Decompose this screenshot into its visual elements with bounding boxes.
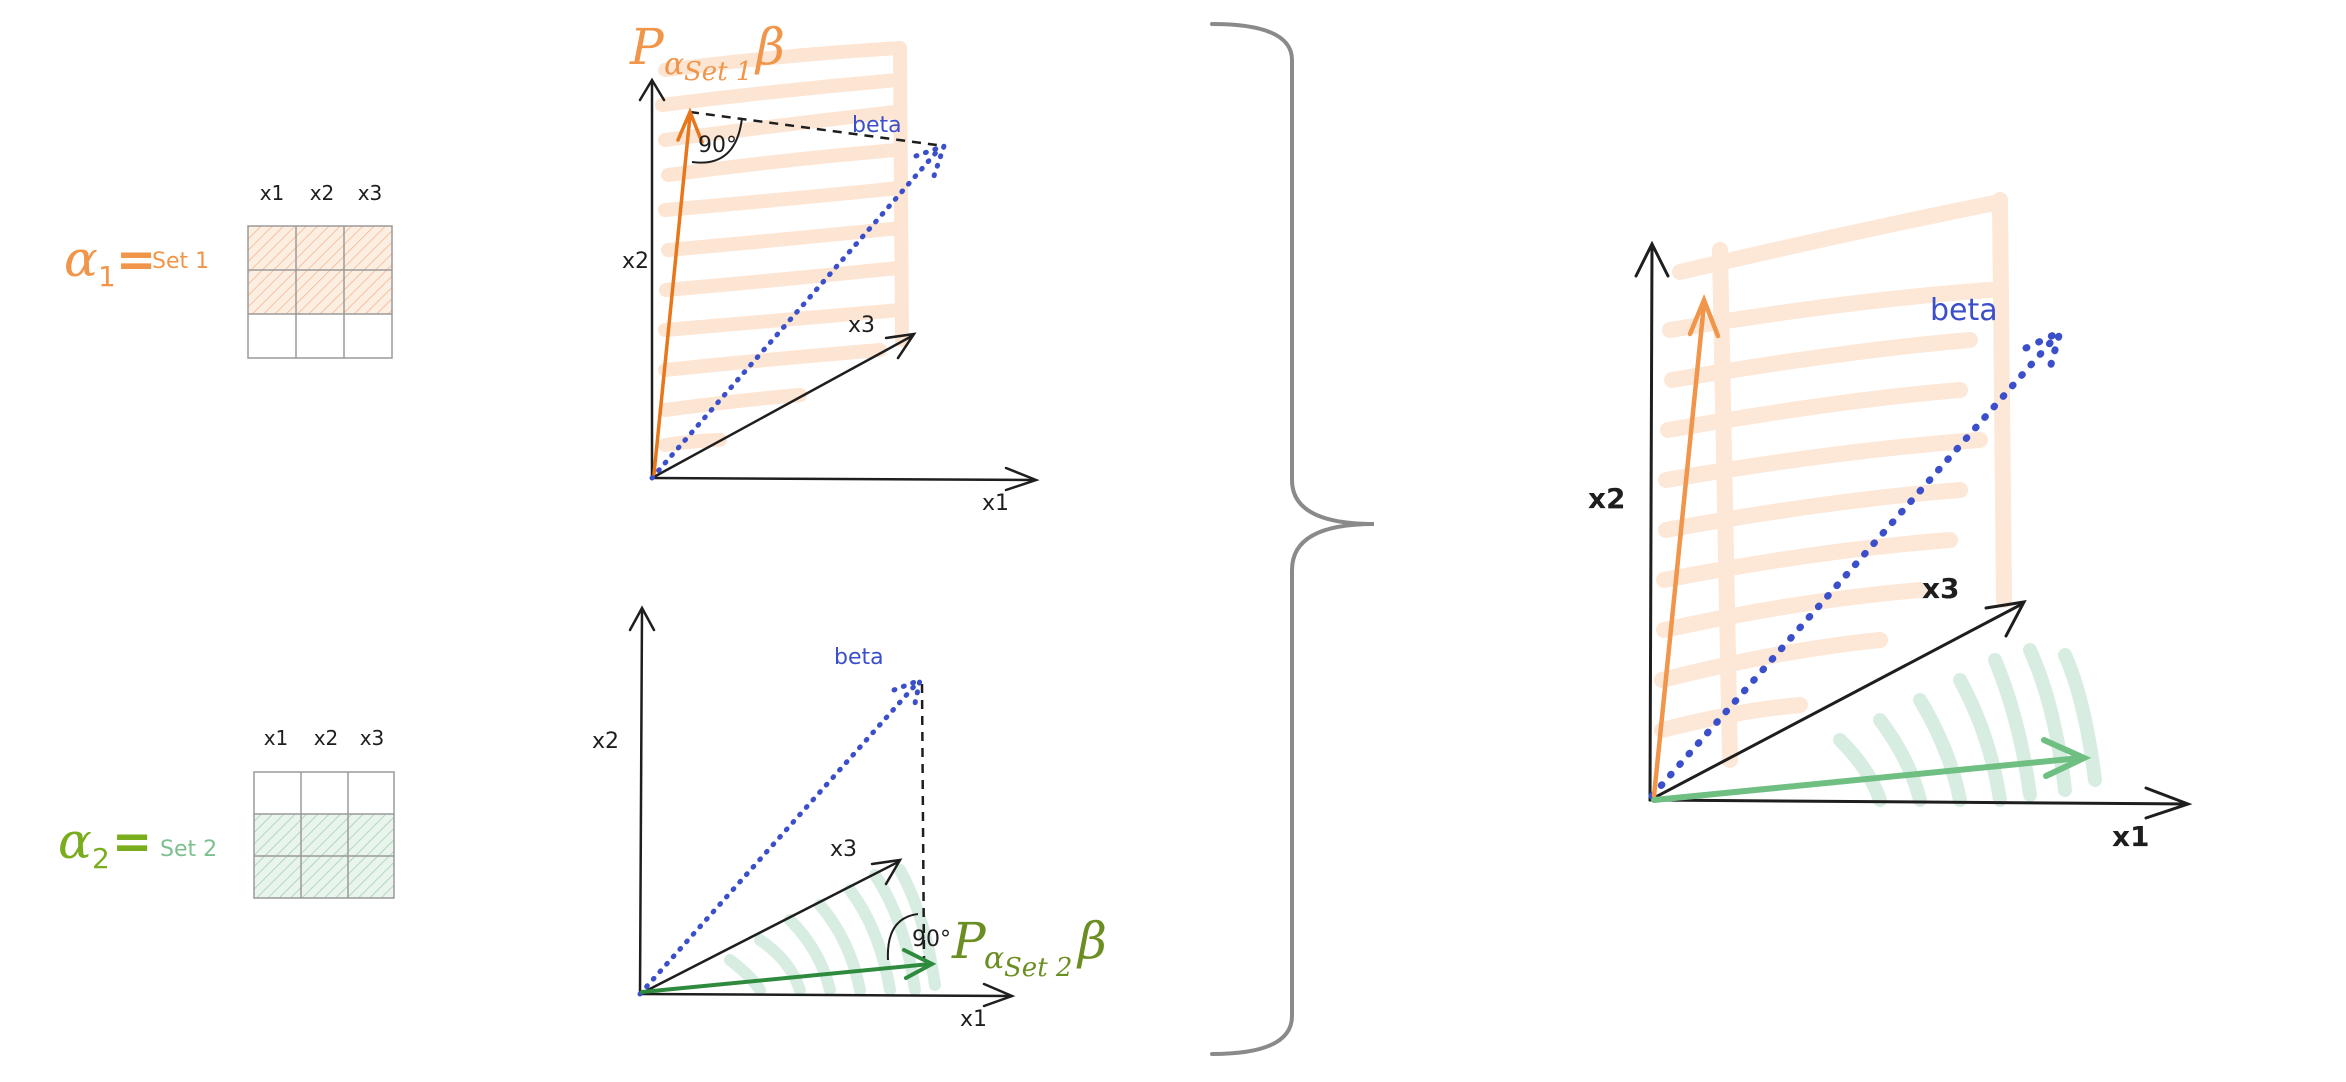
right-axis-x2-arrowhead <box>1634 240 1670 278</box>
right-projection-set1-vector <box>1651 301 1707 799</box>
right-beta-vector <box>1648 330 2062 800</box>
top-axis-x3-label: x3 <box>848 313 875 338</box>
top-beta-label: beta <box>852 113 902 138</box>
alpha1-set-label: Set 1 <box>152 249 209 274</box>
right-axis-x1-arrowhead <box>2144 786 2193 820</box>
right-projection-set2-arrowhead <box>2041 737 2092 779</box>
bottom-projection-vector <box>640 962 932 994</box>
top-axis-x1-arrowhead <box>1004 466 1040 492</box>
top-axis-x2-arrowhead <box>638 77 666 102</box>
top-angle-label: 90° <box>698 133 737 158</box>
top-plot: x2 x1 x3 beta 90° P α Set 1 β <box>622 18 1040 516</box>
right-axis-x1-label: x1 <box>2112 820 2150 853</box>
alpha2-col-x2: x2 <box>314 726 339 750</box>
alpha2-col-x1: x1 <box>264 726 289 750</box>
bottom-perpendicular-dashed <box>920 683 926 961</box>
alpha2-matrix <box>253 771 395 899</box>
right-beta-arrowhead <box>2022 325 2066 372</box>
top-perpendicular-dashed <box>689 110 945 148</box>
bottom-projection-label: P α Set 2 β <box>951 912 1107 983</box>
bottom-beta-vector <box>637 679 921 997</box>
alpha2-subscript: 2 <box>92 842 110 875</box>
alpha2-col-x3: x3 <box>360 726 385 750</box>
top-beta-vector <box>649 145 943 481</box>
top-axis-x3-line <box>650 334 914 480</box>
bottom-projection-arrowhead <box>902 948 937 980</box>
bottom-angle-arc <box>886 913 919 961</box>
top-proj-P: P <box>629 18 665 76</box>
alpha1-equals: = <box>116 232 156 288</box>
bottom-axis-x1-label: x1 <box>960 1007 987 1032</box>
alpha1-symbol: α <box>64 230 98 288</box>
bottom-angle-label: 90° <box>912 927 951 952</box>
top-projection-arrowhead <box>676 107 704 144</box>
top-projection-label: P α Set 1 β <box>629 18 785 87</box>
top-beta-arrowhead <box>913 141 948 179</box>
top-proj-beta: β <box>754 18 785 76</box>
bottom-beta-arrowhead <box>891 676 924 711</box>
top-projection-vector <box>652 114 692 476</box>
alpha1-row-filled <box>248 226 392 270</box>
top-axis-x2-label: x2 <box>622 249 649 274</box>
alpha2-set-label: Set 2 <box>160 837 217 862</box>
alpha1-matrix <box>247 225 393 359</box>
alpha2-symbol: α <box>58 812 92 870</box>
bottom-axis-x1-arrowhead <box>982 982 1016 1008</box>
alpha1-col-x2: x2 <box>310 181 335 205</box>
bottom-axis-x2-label: x2 <box>592 729 619 754</box>
alpha1-row-filled <box>248 270 392 314</box>
bottom-plane-fill <box>724 864 941 996</box>
alpha1-subscript: 1 <box>98 260 116 293</box>
alpha2-row-filled <box>254 814 394 856</box>
right-axis-x3-label: x3 <box>1922 572 1960 605</box>
bottom-axis-x2-arrowhead <box>628 605 656 632</box>
bottom-axis-x3-arrowhead <box>870 858 903 886</box>
alpha1-col-x3: x3 <box>358 181 383 205</box>
bottom-proj-P: P <box>951 912 987 970</box>
alpha2-equals: = <box>112 814 152 870</box>
bottom-beta-label: beta <box>834 645 884 670</box>
top-axis-x1-label: x1 <box>982 491 1009 516</box>
bottom-proj-beta: β <box>1076 912 1107 970</box>
alpha2-row-filled <box>254 856 394 898</box>
bottom-proj-sub: Set 2 <box>1004 953 1072 983</box>
alpha2-definition: α 2 = Set 2 x1 x2 x3 <box>58 726 395 899</box>
right-plot: x2 x1 x3 beta <box>1588 192 2193 853</box>
right-axis-x3-line <box>1648 602 2024 802</box>
bottom-axis-x3-label: x3 <box>830 837 857 862</box>
bottom-axis-x1-line <box>638 992 1014 998</box>
top-axis-x3-arrowhead <box>884 332 917 360</box>
top-angle-arc <box>691 117 743 164</box>
bottom-axis-x3-line <box>638 860 900 996</box>
bottom-axis-x2-line <box>638 608 644 996</box>
right-axis-x2-label: x2 <box>1588 482 1626 515</box>
combining-brace <box>1210 22 1375 1056</box>
right-axis-x1-line <box>1648 798 2188 806</box>
right-axis-x3-arrowhead <box>1984 600 2027 638</box>
top-axis-x1-line <box>650 476 1036 482</box>
right-plane-fill-orange <box>1654 192 2012 768</box>
right-beta-label: beta <box>1930 293 1998 328</box>
alpha1-col-x1: x1 <box>260 181 285 205</box>
bottom-plot: x2 x1 x3 beta 90° P α Set 2 β <box>592 605 1107 1032</box>
bottom-proj-alpha: α <box>984 941 1004 976</box>
top-plane-fill <box>655 41 909 452</box>
top-proj-alpha: α <box>664 47 684 82</box>
right-projection-set2-vector <box>1651 755 2083 803</box>
right-axis-x2-line <box>1648 244 1654 802</box>
top-proj-sub: Set 1 <box>684 57 752 87</box>
alpha1-definition: α 1 = Set 1 x1 x2 x3 <box>64 181 393 359</box>
right-projection-set1-arrowhead <box>1687 293 1721 339</box>
